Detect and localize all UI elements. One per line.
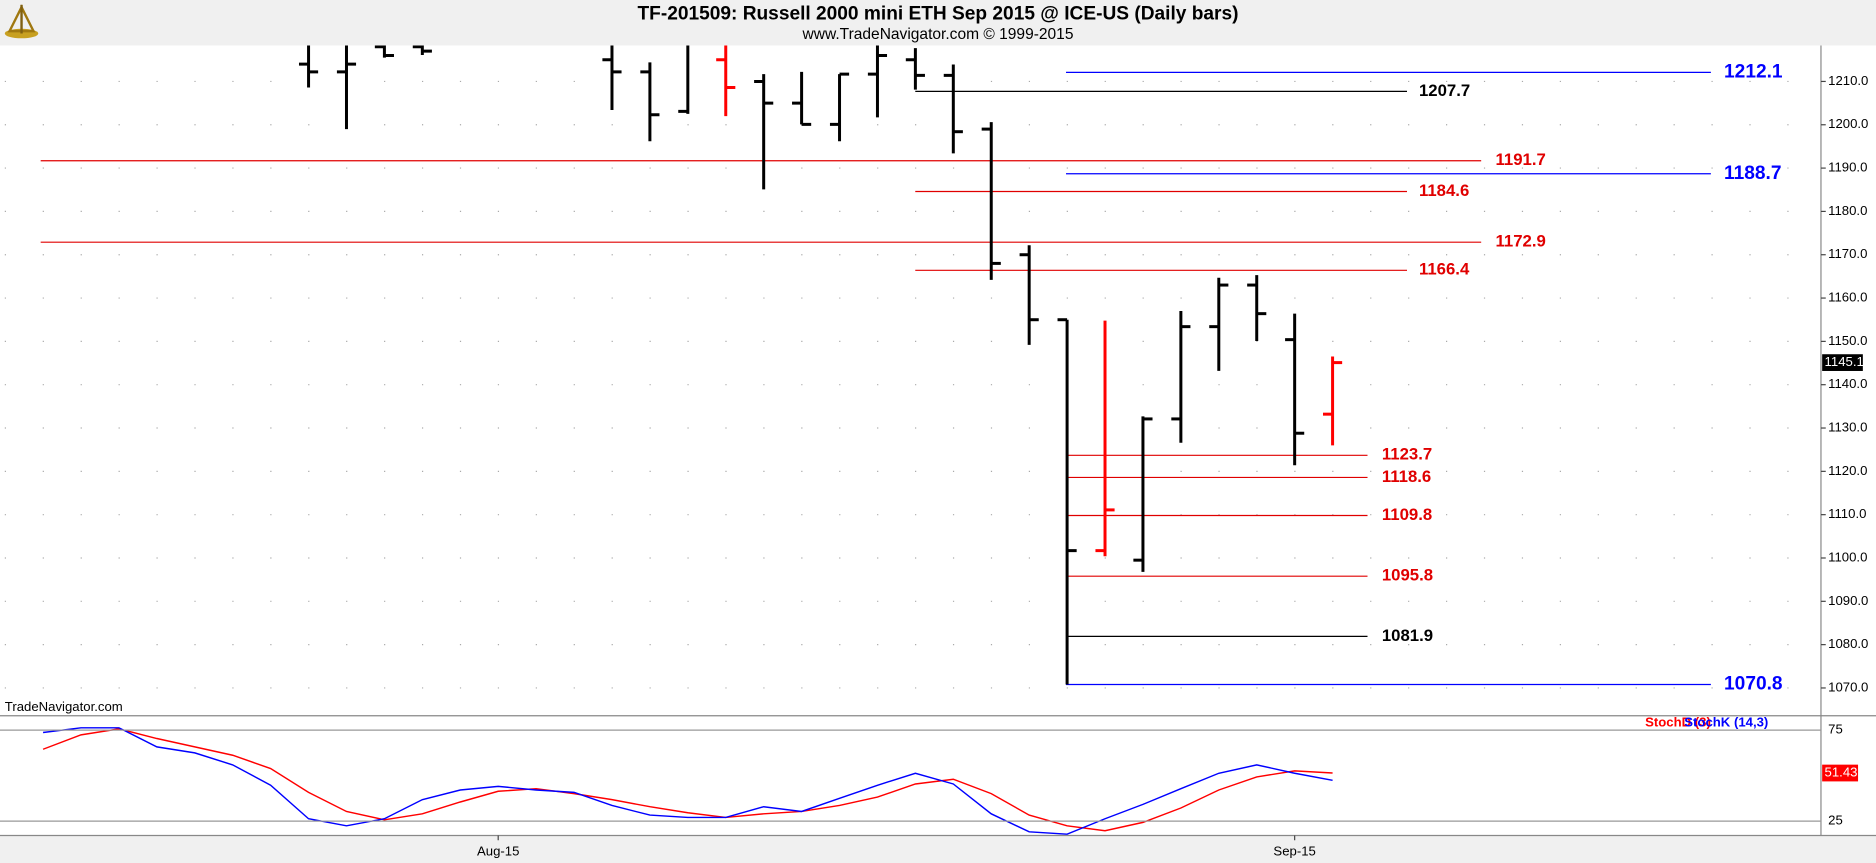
last-value-label: 51.43 (1825, 764, 1858, 779)
level-label: 1191.7 (1496, 150, 1546, 169)
y-tick-label: 1140.0 (1828, 376, 1867, 391)
last-price-label: 1145.1 (1825, 354, 1864, 369)
level-label: 1123.7 (1382, 445, 1432, 464)
y-tick-label: 1190.0 (1828, 160, 1867, 175)
y-tick-label: 1120.0 (1828, 463, 1867, 478)
y-tick-label: 1210.0 (1828, 73, 1868, 88)
level-label: 1109.8 (1382, 505, 1432, 524)
level-label: 1166.4 (1419, 260, 1470, 279)
plot-background (0, 45, 1876, 836)
x-tick-label: Sep-15 (1273, 844, 1315, 859)
y-tick-label: 1100.0 (1828, 549, 1867, 564)
y-tick-label: 1070.0 (1828, 679, 1868, 694)
y-tick-label: 1160.0 (1828, 290, 1867, 305)
level-label: 1212.1 (1724, 61, 1783, 82)
stoch-plot (42, 727, 1333, 835)
y-tick-label: 1180.0 (1828, 203, 1867, 218)
price-plot (4, 45, 1821, 689)
level-label: 1207.7 (1419, 81, 1470, 100)
level-label: 1188.7 (1724, 163, 1781, 184)
y-tick-label: 1130.0 (1828, 419, 1867, 434)
y-tick-label: 1170.0 (1828, 246, 1867, 261)
y-tick-label: 75 (1828, 722, 1843, 737)
y-tick-label: 25 (1828, 813, 1843, 828)
y-tick-label: 1150.0 (1828, 333, 1867, 348)
last-value-tag (1822, 764, 1859, 782)
level-label: 1081.9 (1382, 626, 1433, 645)
level-label: 1172.9 (1496, 232, 1546, 251)
x-tick-label: Aug-15 (477, 844, 519, 859)
logo (4, 4, 39, 39)
last-price-tag (1822, 354, 1863, 371)
watermark: TradeNavigator.com (5, 699, 123, 714)
y-tick-label: 1110.0 (1828, 506, 1866, 521)
y-tick-label: 1090.0 (1828, 593, 1868, 608)
chart-subtitle: www.TradeNavigator.com © 1999-2015 (802, 26, 1074, 43)
stoch-line (42, 728, 1333, 832)
legend-entry: StochK (14,3) (1684, 714, 1768, 729)
chart-title: TF-201509: Russell 2000 mini ETH Sep 201… (637, 3, 1238, 24)
level-label: 1118.6 (1382, 467, 1431, 486)
legend-entry: StochD (3) (1645, 714, 1711, 729)
y-tick-label: 1200.0 (1828, 116, 1868, 131)
stoch-line (42, 727, 1333, 835)
y-tick-label: 1080.0 (1828, 636, 1868, 651)
level-label: 1070.8 (1724, 674, 1783, 695)
level-label: 1095.8 (1382, 566, 1433, 585)
level-label: 1184.6 (1419, 181, 1469, 200)
